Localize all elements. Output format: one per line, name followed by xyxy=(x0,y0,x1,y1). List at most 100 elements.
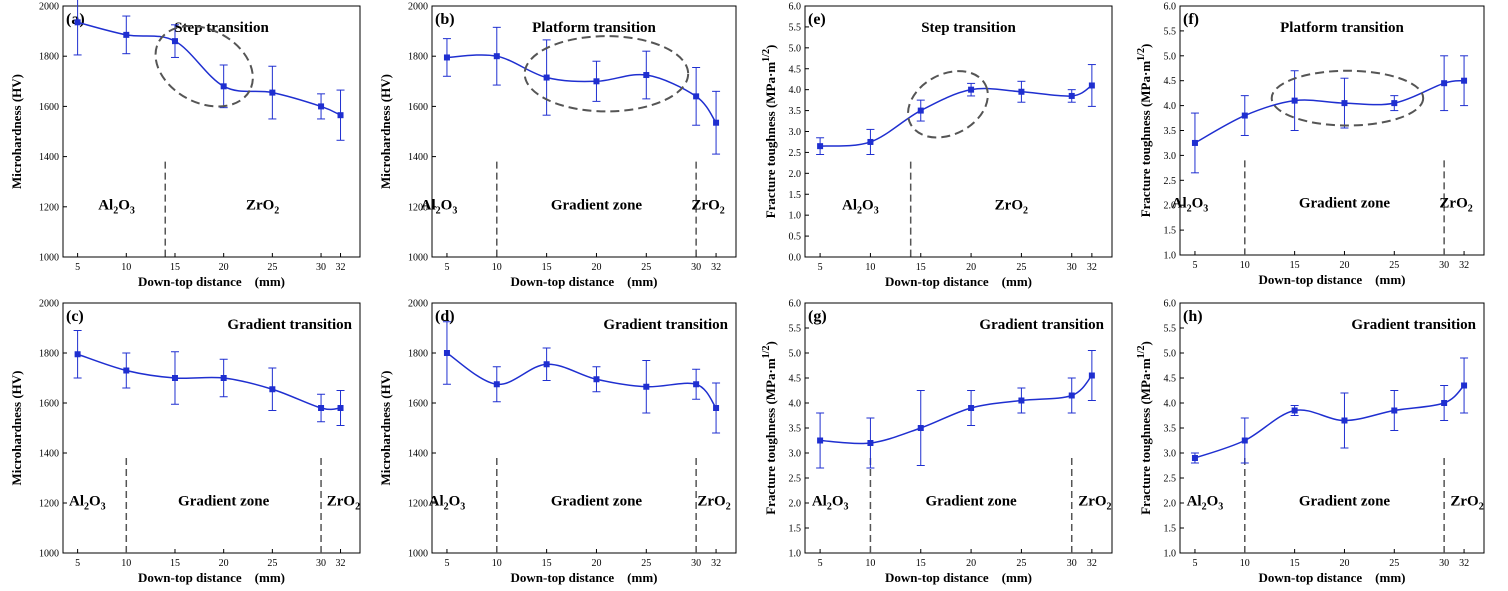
y-axis-label: Microhardness (HV) xyxy=(378,74,393,189)
chart-title: Step transition xyxy=(921,20,1016,36)
data-point xyxy=(269,89,276,96)
x-tick-label: 25 xyxy=(1389,260,1399,271)
chart-panel-2: 1000 1200 1400 1600 1800 2000 5 10 15 20 25 30 32 Dow… xyxy=(378,2,737,289)
data-point xyxy=(1088,372,1095,379)
x-tick-label: 30 xyxy=(691,558,701,569)
x-tick-label: 5 xyxy=(75,262,80,273)
zone-label: Gradient zone xyxy=(1299,494,1391,510)
y-tick-label: 3.5 xyxy=(1164,126,1177,137)
chart-panel-1: 1000 1200 1400 1600 1800 2000 5 10 15 20 25 30 32 Dow… xyxy=(9,0,361,289)
zone-label: ZrO2 xyxy=(1450,494,1483,513)
x-tick-label: 5 xyxy=(444,558,449,569)
y-tick-label: 2000 xyxy=(39,2,59,13)
panel-label: (g) xyxy=(808,308,827,325)
y-tick-label: 4.0 xyxy=(1164,101,1177,112)
x-tick-label: 30 xyxy=(1067,558,1077,569)
plot-frame xyxy=(804,302,1113,554)
y-tick-label: 1600 xyxy=(39,102,59,113)
x-tick-label: 20 xyxy=(1339,260,1349,271)
y-tick-label: 4.0 xyxy=(1164,399,1177,410)
data-point xyxy=(917,107,924,114)
panel-label: (h) xyxy=(1183,308,1203,325)
data-point xyxy=(337,405,344,411)
data-point xyxy=(593,376,600,383)
zone-label: Al2O3 xyxy=(1172,196,1209,215)
series-line xyxy=(446,352,717,409)
y-axis-label: Fracture toughness (MPa·m1/2) xyxy=(1136,341,1153,515)
x-tick-label: 25 xyxy=(1389,558,1399,569)
zone-label: ZrO2 xyxy=(246,197,279,216)
y-tick-label: 6.0 xyxy=(789,2,802,13)
zone-label: Al2O3 xyxy=(421,197,458,216)
chart-title: Gradient transition xyxy=(603,317,728,333)
zone-label: Gradient zone xyxy=(925,494,1017,510)
series-line xyxy=(77,21,341,116)
y-tick-label: 6.0 xyxy=(1164,299,1177,310)
data-point xyxy=(1241,437,1248,444)
x-tick-label: 20 xyxy=(966,558,976,569)
x-tick-label: 32 xyxy=(1087,262,1097,273)
zone-label: Gradient zone xyxy=(1299,196,1391,212)
chart-title: Platform transition xyxy=(532,20,656,36)
x-tick-label: 25 xyxy=(1016,262,1026,273)
y-axis-label: Microhardness (HV) xyxy=(9,74,24,189)
y-tick-label: 2.0 xyxy=(1164,201,1177,212)
y-tick-label: 6.0 xyxy=(1164,2,1177,13)
y-tick-label: 4.0 xyxy=(789,399,802,410)
y-tick-label: 1600 xyxy=(408,102,428,113)
x-tick-label: 15 xyxy=(1290,558,1300,569)
x-tick-label: 20 xyxy=(966,262,976,273)
x-tick-label: 10 xyxy=(865,262,875,273)
y-tick-label: 5.0 xyxy=(789,43,802,54)
series-line xyxy=(77,353,341,411)
x-tick-label: 32 xyxy=(336,262,346,273)
y-axis-label: Fracture toughness (MPa·m1/2) xyxy=(761,45,778,219)
highlight-ellipse xyxy=(1270,69,1425,127)
x-tick-label: 30 xyxy=(691,262,701,273)
data-point xyxy=(1441,80,1448,87)
x-tick-label: 10 xyxy=(121,558,131,569)
chart-panel-3: 0.0 0.5 1.0 1.5 2.0 2.5 3.0 3.5 4.0 4.5 5.0 5.5 6.0 5… xyxy=(761,2,1113,289)
x-tick-label: 32 xyxy=(1459,260,1469,271)
y-tick-label: 1200 xyxy=(408,202,428,213)
y-tick-label: 5.5 xyxy=(1164,324,1177,335)
zone-label: Al2O3 xyxy=(69,494,106,513)
data-point xyxy=(269,386,276,393)
y-tick-label: 5.5 xyxy=(789,324,802,335)
data-point xyxy=(1441,400,1448,406)
x-axis-label: Down-top distance (mm) xyxy=(138,274,285,289)
plot-frame xyxy=(804,5,1113,258)
plot-frame xyxy=(1179,302,1485,554)
data-point xyxy=(867,138,874,145)
x-tick-label: 5 xyxy=(1192,558,1197,569)
y-tick-label: 2.5 xyxy=(1164,474,1177,485)
y-tick-label: 1.0 xyxy=(789,549,802,560)
data-point xyxy=(817,143,824,150)
x-tick-label: 32 xyxy=(336,558,346,569)
y-tick-label: 1.0 xyxy=(1164,549,1177,560)
y-tick-label: 2.5 xyxy=(789,148,802,159)
plot-frame xyxy=(62,302,361,554)
x-tick-label: 30 xyxy=(1439,558,1449,569)
data-point xyxy=(1391,407,1398,414)
data-point xyxy=(713,405,720,411)
x-tick-label: 5 xyxy=(818,558,823,569)
y-tick-label: 0.5 xyxy=(789,232,802,243)
data-point xyxy=(543,74,550,81)
data-point xyxy=(318,405,325,411)
y-tick-label: 1000 xyxy=(39,253,59,264)
data-point xyxy=(171,38,178,45)
x-tick-label: 30 xyxy=(1067,262,1077,273)
zone-label: Al2O3 xyxy=(429,494,466,513)
x-tick-label: 25 xyxy=(641,558,651,569)
y-tick-label: 2.0 xyxy=(789,169,802,180)
zone-label: ZrO2 xyxy=(697,494,730,513)
y-tick-label: 5.5 xyxy=(789,22,802,33)
y-tick-label: 1.0 xyxy=(789,211,802,222)
chart-title: Step transition xyxy=(174,20,269,36)
data-point xyxy=(643,72,650,79)
x-tick-label: 10 xyxy=(492,262,502,273)
y-tick-label: 1800 xyxy=(39,52,59,63)
x-tick-label: 32 xyxy=(1087,558,1097,569)
